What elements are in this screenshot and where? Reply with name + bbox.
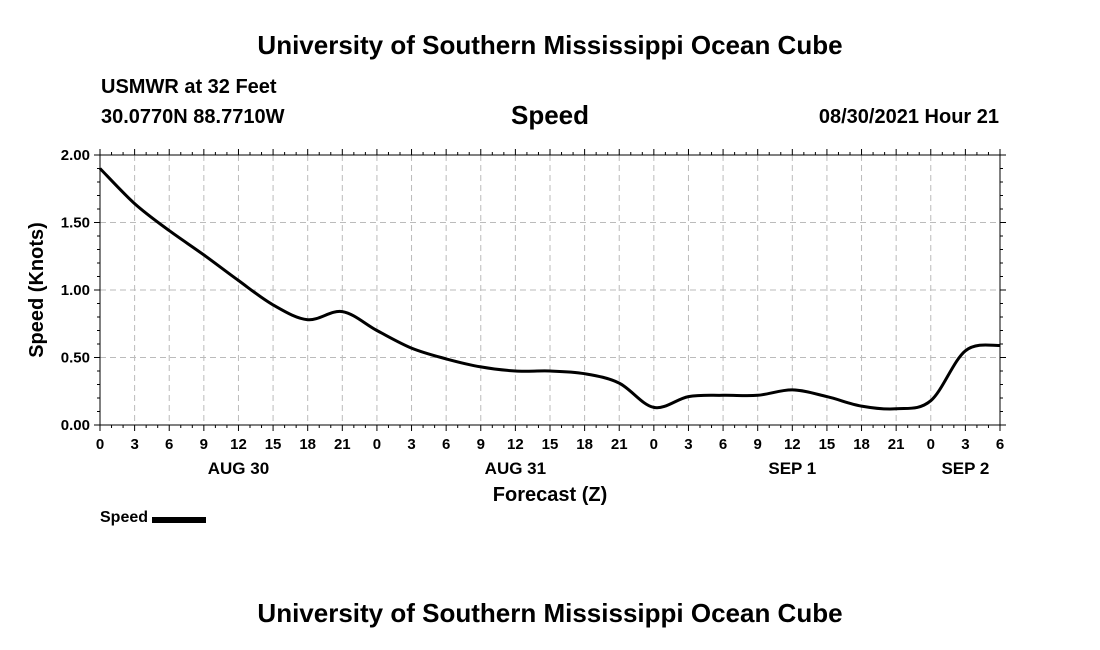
x-tick-label: 3 <box>130 436 138 453</box>
legend: Speed <box>100 509 207 527</box>
x-tick-label: 9 <box>477 436 485 453</box>
axis-labels: 0 3 6 9 12 15 18 21 0 3 6 9 12 15 18 21 0 3 6 9 12 15 18 21 0 3 6 0… <box>26 147 1004 506</box>
date-label: AUG 31 <box>485 459 546 478</box>
x-tick-label: 3 <box>407 436 415 453</box>
footer-title: University of Southern Mississippi Ocean… <box>257 598 843 628</box>
legend-label: Speed <box>100 509 149 526</box>
date-label: SEP 1 <box>768 459 816 478</box>
y-axis-title: Speed (Knots) <box>26 222 48 358</box>
x-axis-title: Forecast (Z) <box>493 484 607 506</box>
x-tick-label: 0 <box>927 436 935 453</box>
x-tick-label: 18 <box>576 436 593 453</box>
datetime-label: 08/30/2021 Hour 21 <box>818 106 999 128</box>
x-tick-label: 21 <box>334 436 351 453</box>
x-tick-label: 0 <box>650 436 658 453</box>
x-tick-label: 18 <box>853 436 870 453</box>
x-tick-label: 18 <box>299 436 316 453</box>
x-tick-label: 12 <box>784 436 801 453</box>
x-tick-label: 21 <box>611 436 628 453</box>
x-tick-label: 15 <box>542 436 559 453</box>
coordinates-label: 30.0770N 88.7710W <box>101 106 285 128</box>
x-tick-label: 6 <box>165 436 173 453</box>
x-tick-label: 0 <box>96 436 104 453</box>
x-tick-label: 15 <box>819 436 836 453</box>
date-label: SEP 2 <box>941 459 989 478</box>
series-line-speed <box>98 167 1001 411</box>
x-tick-label: 6 <box>996 436 1004 453</box>
y-tick-label: 0.00 <box>61 417 90 434</box>
x-tick-label: 3 <box>961 436 969 453</box>
grid <box>100 155 1000 425</box>
y-tick-label: 1.00 <box>61 282 90 299</box>
x-tick-label: 0 <box>373 436 381 453</box>
x-tick-label: 6 <box>719 436 727 453</box>
x-tick-label: 9 <box>754 436 762 453</box>
x-tick-label: 6 <box>442 436 450 453</box>
x-tick-label: 12 <box>230 436 247 453</box>
y-tick-label: 0.50 <box>61 350 90 367</box>
parameter-title: Speed <box>510 100 590 130</box>
axis-ticks <box>94 149 1006 431</box>
x-tick-label: 3 <box>684 436 692 453</box>
date-label: AUG 30 <box>208 459 269 478</box>
x-tick-label: 12 <box>507 436 524 453</box>
x-tick-label: 15 <box>265 436 282 453</box>
legend-swatch <box>152 516 207 523</box>
x-tick-label: 9 <box>200 436 208 453</box>
y-tick-label: 2.00 <box>61 147 90 164</box>
series-layer <box>98 167 1001 411</box>
station-label: USMWR at 32 Feet <box>101 76 277 98</box>
chart-title: University of Southern Mississippi Ocean… <box>257 30 843 60</box>
x-tick-label: 21 <box>888 436 905 453</box>
y-tick-label: 1.50 <box>61 215 90 232</box>
